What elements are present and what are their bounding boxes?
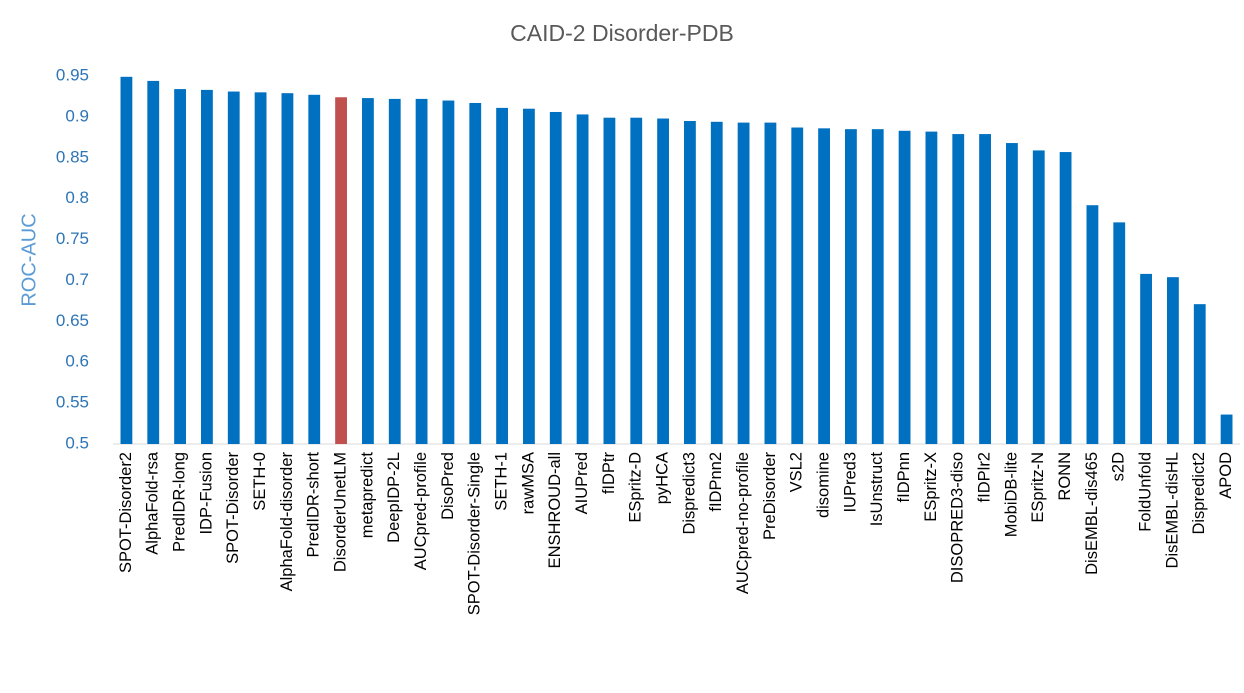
bar bbox=[308, 94, 321, 444]
x-tick-label: PredIDR-long bbox=[170, 452, 188, 552]
chart-title: CAID-2 Disorder-PDB bbox=[510, 20, 734, 46]
bar bbox=[764, 122, 777, 444]
x-tick-label: Dispredict2 bbox=[1190, 452, 1208, 535]
x-tick-label: DeepIDP-2L bbox=[385, 452, 403, 543]
bar bbox=[1086, 205, 1099, 444]
y-axis-label: ROC-AUC bbox=[18, 213, 40, 306]
x-tick-label: ENSHROUD-all bbox=[546, 452, 564, 568]
bar bbox=[737, 122, 750, 444]
y-tick-label: 0.6 bbox=[65, 352, 89, 371]
x-tick-label: Dispredict3 bbox=[680, 452, 698, 535]
bar bbox=[710, 121, 723, 444]
x-tick-label: AUCpred-profile bbox=[412, 452, 430, 570]
bar bbox=[603, 117, 616, 444]
y-tick-label: 0.9 bbox=[65, 106, 89, 125]
y-tick-label: 0.8 bbox=[65, 188, 89, 207]
x-tick-label: DisorderUnetLM bbox=[331, 452, 349, 572]
bar bbox=[388, 98, 401, 445]
bar bbox=[442, 100, 455, 445]
bar bbox=[1220, 414, 1233, 444]
x-tick-label: RONN bbox=[1056, 452, 1074, 501]
bar bbox=[201, 89, 213, 444]
bar bbox=[227, 91, 240, 444]
x-tick-label: fIDPlr2 bbox=[975, 452, 993, 502]
bar bbox=[362, 98, 374, 444]
bar bbox=[120, 76, 133, 444]
x-tick-label: ESpritz-D bbox=[627, 452, 645, 523]
x-tick-label: PreDisorder bbox=[761, 451, 779, 540]
bar bbox=[281, 93, 294, 444]
bar bbox=[657, 118, 669, 444]
x-tick-label: AlphaFold-disorder bbox=[278, 451, 296, 591]
x-tick-label: AlphaFold-rsa bbox=[144, 451, 162, 555]
bar bbox=[818, 128, 830, 445]
bar bbox=[898, 130, 911, 444]
x-tick-label: DisEMBL-disHL bbox=[1163, 452, 1181, 568]
x-tick-label: AUCpred-no-profile bbox=[734, 452, 752, 594]
bar bbox=[1059, 152, 1072, 444]
bar bbox=[576, 114, 589, 445]
bar bbox=[630, 117, 643, 444]
bar bbox=[979, 134, 991, 444]
x-tick-label: SPOT-Disorder bbox=[224, 451, 242, 563]
x-tick-label: fIDPnn2 bbox=[707, 452, 725, 512]
bar bbox=[1113, 222, 1126, 444]
x-tick-label: MobiDB-lite bbox=[1002, 452, 1020, 537]
x-tick-label: fIDPnn bbox=[895, 452, 913, 502]
x-tick-label: DisEMBL-dis465 bbox=[1083, 452, 1101, 575]
x-tick-label: AIUPred bbox=[573, 452, 591, 514]
bar bbox=[1193, 304, 1206, 444]
x-tick-label: FoldUnfold bbox=[1136, 452, 1154, 532]
x-tick-label: metapredict bbox=[358, 452, 376, 539]
x-tick-label: ESpritz-X bbox=[922, 452, 940, 522]
y-tick-label: 0.55 bbox=[56, 393, 89, 412]
bar bbox=[174, 89, 186, 444]
bar bbox=[496, 107, 508, 444]
bar bbox=[684, 120, 696, 444]
bar bbox=[791, 127, 804, 445]
bar bbox=[549, 111, 562, 444]
y-tick-label: 0.85 bbox=[56, 147, 89, 166]
bar bbox=[147, 80, 160, 444]
bar bbox=[335, 97, 347, 445]
y-tick-label: 0.65 bbox=[56, 311, 89, 330]
x-tick-label: DISOPRED3-diso bbox=[949, 452, 967, 583]
x-tick-label: fIDPtr bbox=[600, 451, 618, 494]
bar bbox=[871, 129, 884, 444]
x-tick-label: PredIDR-short bbox=[305, 452, 323, 558]
y-tick-label: 0.75 bbox=[56, 229, 89, 248]
x-tick-label: IDP-Fusion bbox=[197, 452, 215, 535]
x-tick-label: SPOT-Disorder2 bbox=[117, 452, 135, 573]
x-tick-label: VSL2 bbox=[788, 452, 806, 492]
x-tick-label: ESpritz-N bbox=[1029, 452, 1047, 523]
x-tick-label: IsUnstruct bbox=[868, 452, 886, 527]
x-tick-label: SETH-1 bbox=[492, 452, 510, 511]
x-tick-label: pyHCA bbox=[653, 452, 671, 504]
y-tick-label: 0.7 bbox=[65, 270, 89, 289]
bar bbox=[415, 98, 428, 445]
x-tick-label: SPOT-Disorder-Single bbox=[466, 452, 484, 615]
x-tick-label: APOD bbox=[1217, 452, 1235, 499]
y-tick-label: 0.95 bbox=[56, 65, 89, 84]
x-tick-label: s2D bbox=[1110, 452, 1128, 481]
bar bbox=[952, 134, 965, 444]
bar bbox=[254, 92, 267, 444]
bar bbox=[1006, 143, 1018, 444]
bar bbox=[925, 131, 938, 444]
x-tick-label: IUPred3 bbox=[841, 452, 859, 513]
bar bbox=[1032, 150, 1045, 444]
x-tick-label: disomine bbox=[814, 452, 832, 518]
bar bbox=[469, 102, 482, 444]
x-tick-label: SETH-0 bbox=[251, 452, 269, 511]
x-tick-label: rawMSA bbox=[519, 452, 537, 514]
bar bbox=[1167, 277, 1179, 444]
bar bbox=[523, 108, 535, 444]
bar bbox=[1140, 273, 1152, 444]
bar bbox=[845, 129, 857, 444]
y-tick-label: 0.5 bbox=[65, 433, 89, 452]
x-tick-label: DisoPred bbox=[439, 452, 457, 520]
